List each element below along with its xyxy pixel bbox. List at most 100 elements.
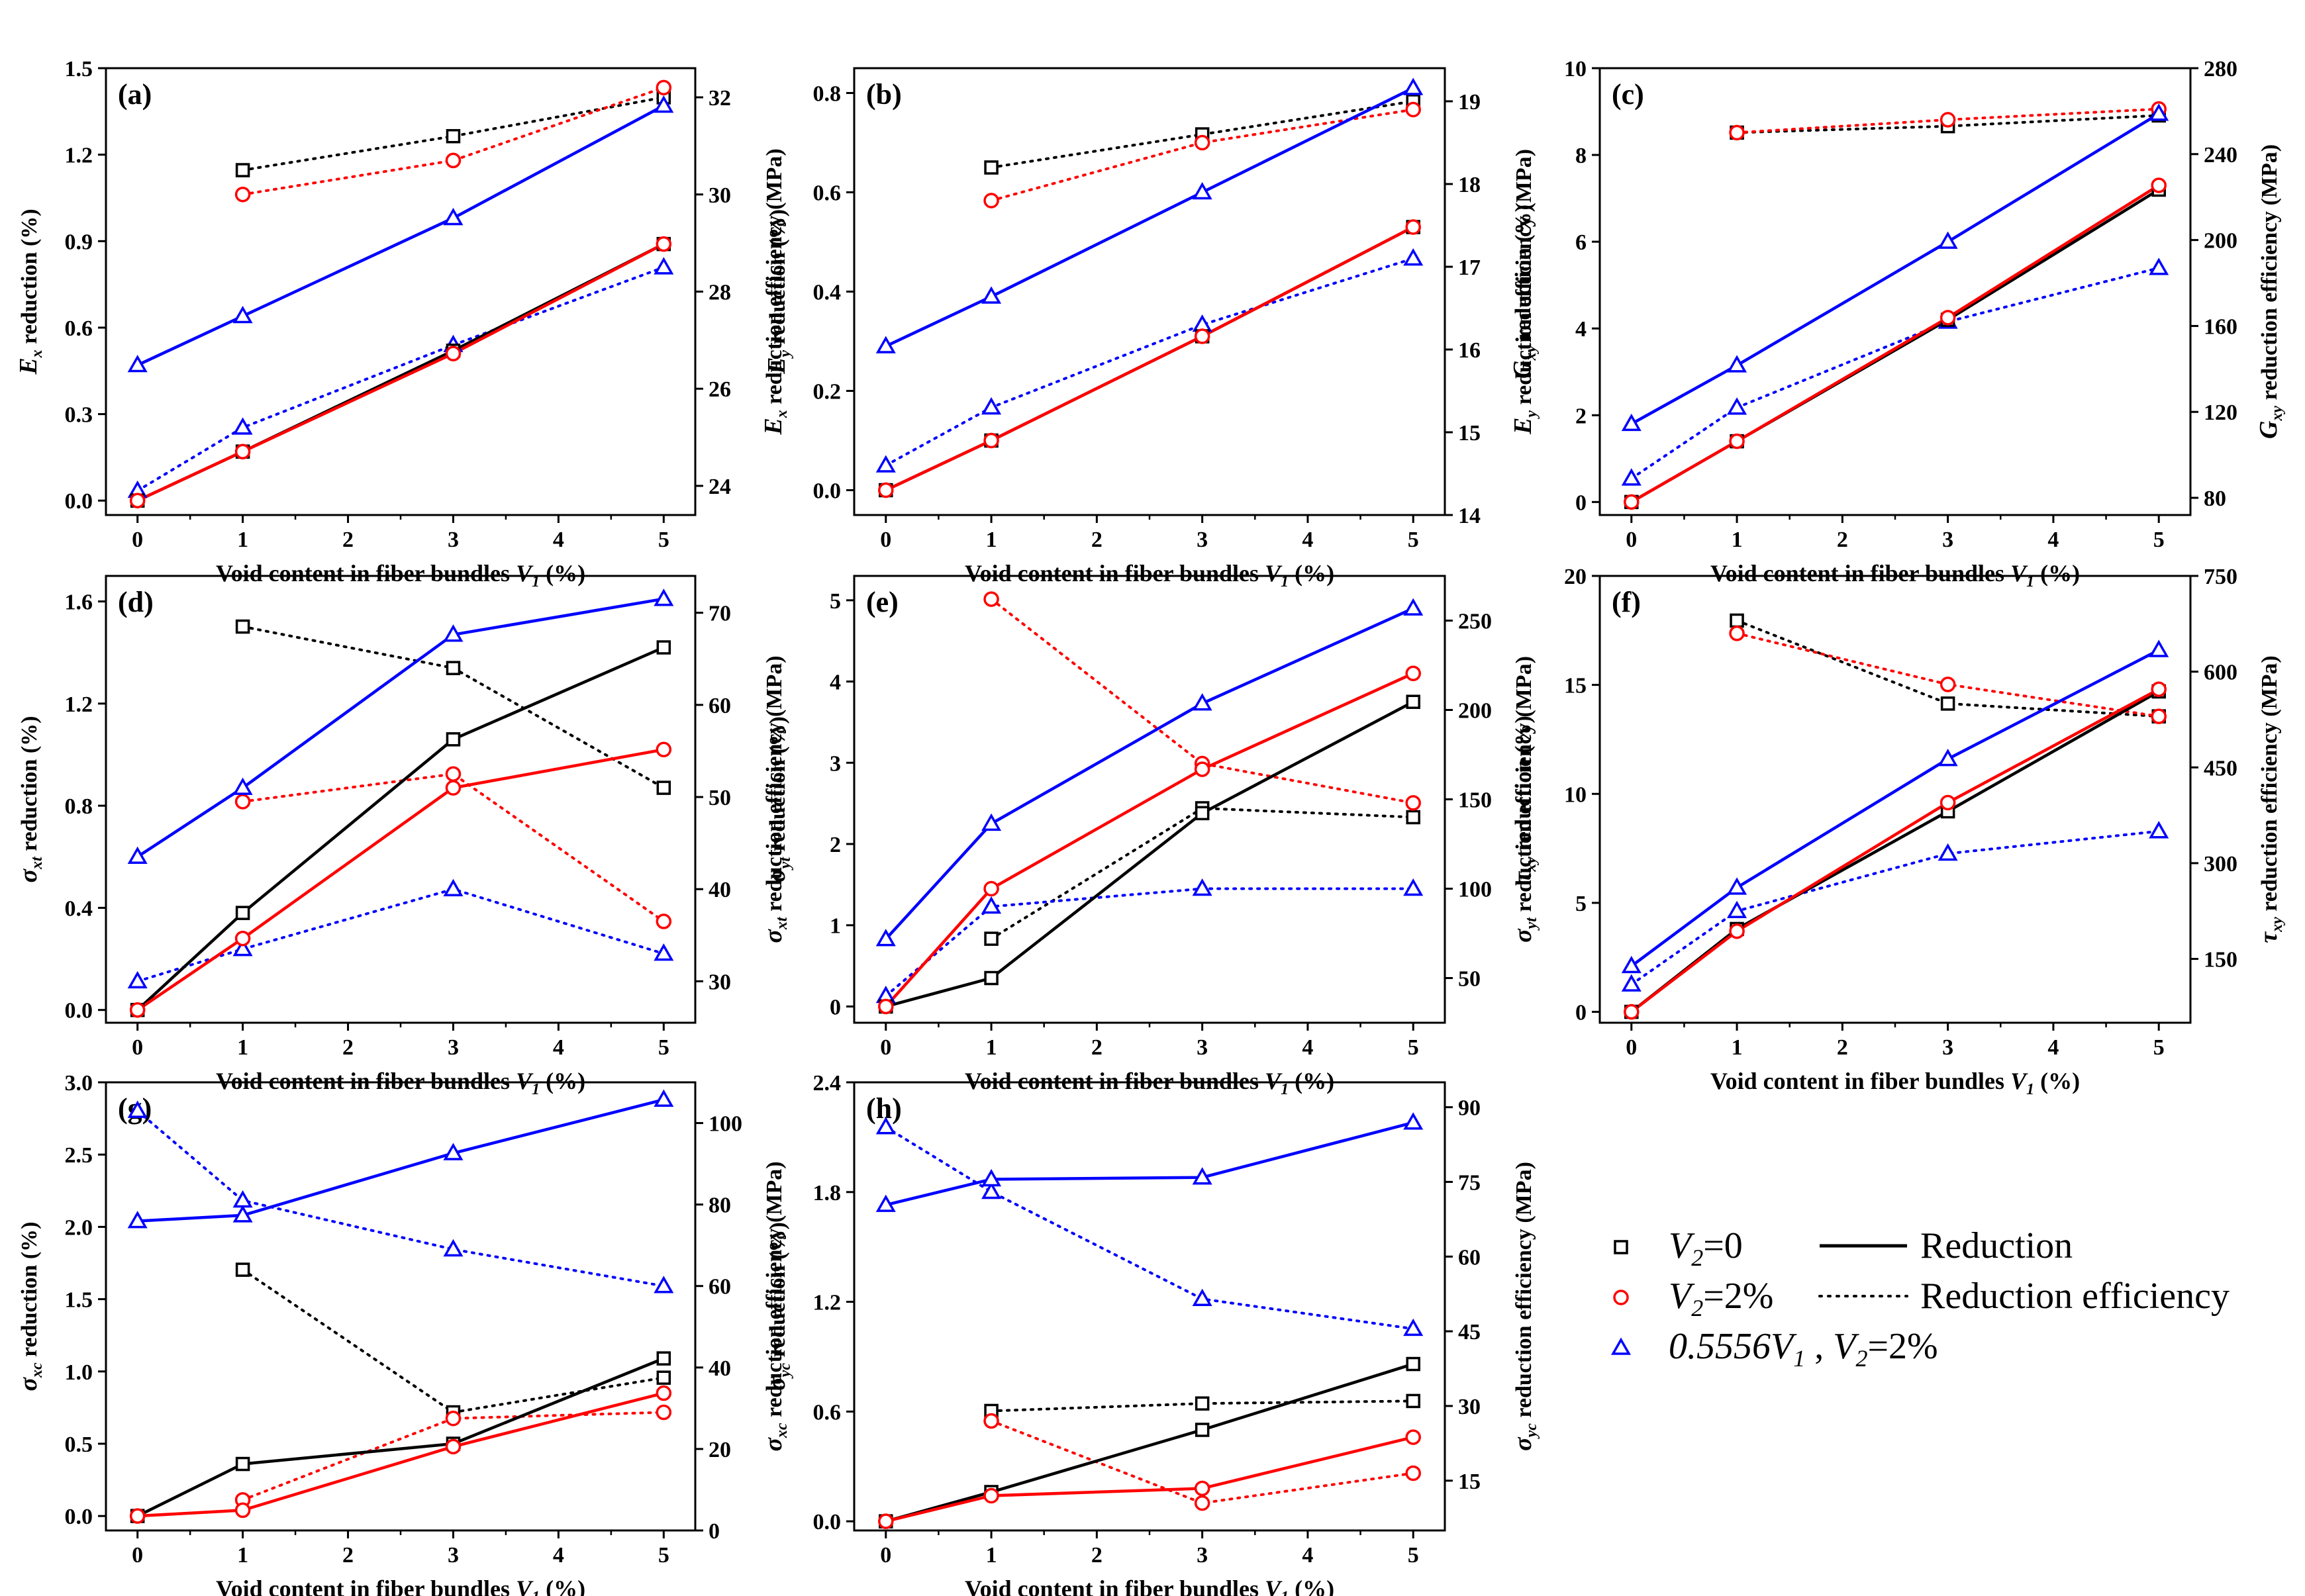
efficiency-point — [235, 619, 250, 634]
y-right-axis-label: Ex reduction efficiency (MPa) — [760, 148, 791, 435]
reduction-point — [446, 732, 461, 747]
reduction-line — [885, 700, 1414, 1008]
chart-panel-h: 0 1 2 3 4 50.00.61.21.82.4153045607590(h)Void… — [763, 1071, 1540, 1596]
y-right-tick-label: 15 — [1458, 1470, 1481, 1494]
legend-series-label: V2=0 — [1669, 1225, 1743, 1271]
y-right-tick-label: 50 — [709, 786, 731, 810]
efficiency-point — [1939, 112, 1956, 128]
y-left-tick-label: 0.0 — [813, 479, 842, 504]
x-tick-label: 5 — [2153, 1035, 2165, 1060]
efficiency-point — [984, 931, 999, 946]
y-left-tick-label: 2.0 — [65, 1215, 93, 1240]
reduction-point — [1727, 877, 1747, 895]
reduction-line — [136, 1357, 665, 1518]
reduction-point — [1194, 1480, 1210, 1497]
efficiency-point — [446, 661, 461, 675]
y-right-tick-label: 28 — [709, 281, 731, 305]
y-right-tick-label: 100 — [1458, 878, 1492, 902]
efficiency-point — [656, 1404, 672, 1421]
efficiency-point — [235, 163, 250, 177]
reduction-point — [983, 432, 999, 449]
reduction-point — [981, 1168, 1002, 1187]
efficiency-point — [1939, 677, 1956, 692]
y-left-tick-label: 0.3 — [65, 403, 93, 428]
reduction-point — [127, 1211, 148, 1229]
y-right-axis-label: Gxy reduction efficiency (MPa) — [2255, 144, 2286, 439]
y-right-tick-label: 160 — [2204, 314, 2237, 339]
y-left-tick-label: 6 — [1575, 230, 1587, 255]
y-left-tick-label: 0.6 — [65, 316, 93, 341]
reduction-point — [2149, 103, 2169, 121]
y-right-tick-label: 100 — [709, 1112, 742, 1137]
y-right-tick-label: 20 — [709, 1438, 731, 1462]
y-left-tick-label: 4 — [1575, 317, 1587, 342]
y-right-tick-label: 280 — [2204, 57, 2237, 81]
reduction-point — [878, 482, 894, 498]
x-tick-label: 5 — [1408, 528, 1419, 552]
efficiency-point — [1192, 1288, 1212, 1306]
y-right-tick-label: 15 — [1458, 421, 1481, 446]
x-tick-label: 0 — [880, 528, 891, 552]
efficiency-line — [990, 1419, 1415, 1505]
y-right-tick-label: 80 — [2204, 487, 2226, 511]
y-left-axis-label: σxc reduction (%) — [15, 1222, 46, 1391]
reduction-line — [1630, 184, 2160, 504]
reduction-line — [885, 226, 1414, 492]
x-tick-label: 2 — [342, 1543, 354, 1568]
efficiency-point — [983, 193, 999, 209]
y-right-tick-label: 60 — [709, 1275, 731, 1299]
efficiency-point — [656, 914, 672, 929]
y-left-tick-label: 0.0 — [65, 489, 93, 514]
y-right-tick-label: 24 — [709, 475, 731, 499]
reduction-point — [981, 813, 1002, 831]
efficiency-line — [241, 773, 665, 923]
y-right-axis-label: σyc reduction efficiency (MPa) — [1509, 1162, 1540, 1451]
x-tick-label: 0 — [1626, 528, 1637, 552]
efficiency-line — [990, 108, 1415, 202]
y-left-axis-label: τxy reduction (%) — [1508, 716, 1540, 882]
reduction-point — [2149, 639, 2169, 657]
efficiency-line — [884, 1125, 1415, 1331]
legend: V2=0 V2=2% 0.5556V1 , V2=2% Reduction Reduct… — [1610, 1225, 2230, 1372]
y-left-tick-label: 4 — [830, 671, 841, 695]
x-tick-label: 1 — [237, 1035, 248, 1060]
efficiency-line — [990, 598, 1415, 804]
efficiency-point — [983, 1413, 999, 1429]
x-tick-label: 3 — [448, 528, 459, 552]
reduction-line — [885, 86, 1414, 348]
reduction-point — [1406, 694, 1420, 709]
efficiency-point — [1727, 900, 1747, 918]
x-tick-label: 1 — [237, 528, 248, 552]
panel-label: (d) — [118, 586, 154, 618]
reduction-point — [445, 780, 462, 796]
efficiency-point — [443, 1239, 464, 1257]
y-right-tick-label: 26 — [709, 377, 731, 402]
reduction-point — [1403, 598, 1424, 616]
panel-label: (b) — [866, 78, 902, 111]
efficiency-point — [654, 943, 674, 961]
reduction-point — [443, 1143, 464, 1160]
efficiency-line — [1736, 107, 2161, 134]
reduction-line — [136, 242, 665, 502]
efficiency-point — [234, 794, 251, 810]
x-tick-label: 1 — [986, 528, 997, 552]
x-tick-label: 3 — [1942, 1035, 1953, 1060]
y-left-tick-label: 20 — [1564, 565, 1587, 589]
plot-frame — [1598, 67, 2192, 516]
reduction-point — [2151, 177, 2167, 193]
reduction-point — [1729, 433, 1745, 449]
reduction-point — [1621, 413, 1642, 432]
y-left-tick-label: 0.6 — [813, 181, 842, 206]
y-left-tick-label: 0.8 — [813, 82, 842, 107]
reduction-point — [1405, 1429, 1421, 1445]
efficiency-line — [241, 96, 665, 172]
efficiency-point — [1194, 134, 1210, 151]
legend-marker — [1610, 1337, 1632, 1355]
efficiency-line — [990, 806, 1415, 941]
y-right-axis-label: τxy reduction efficiency (MPa) — [2255, 655, 2286, 943]
reduction-point — [1194, 328, 1210, 344]
efficiency-line — [884, 257, 1415, 467]
y-right-tick-label: 30 — [709, 970, 731, 994]
efficiency-line — [1736, 114, 2161, 134]
